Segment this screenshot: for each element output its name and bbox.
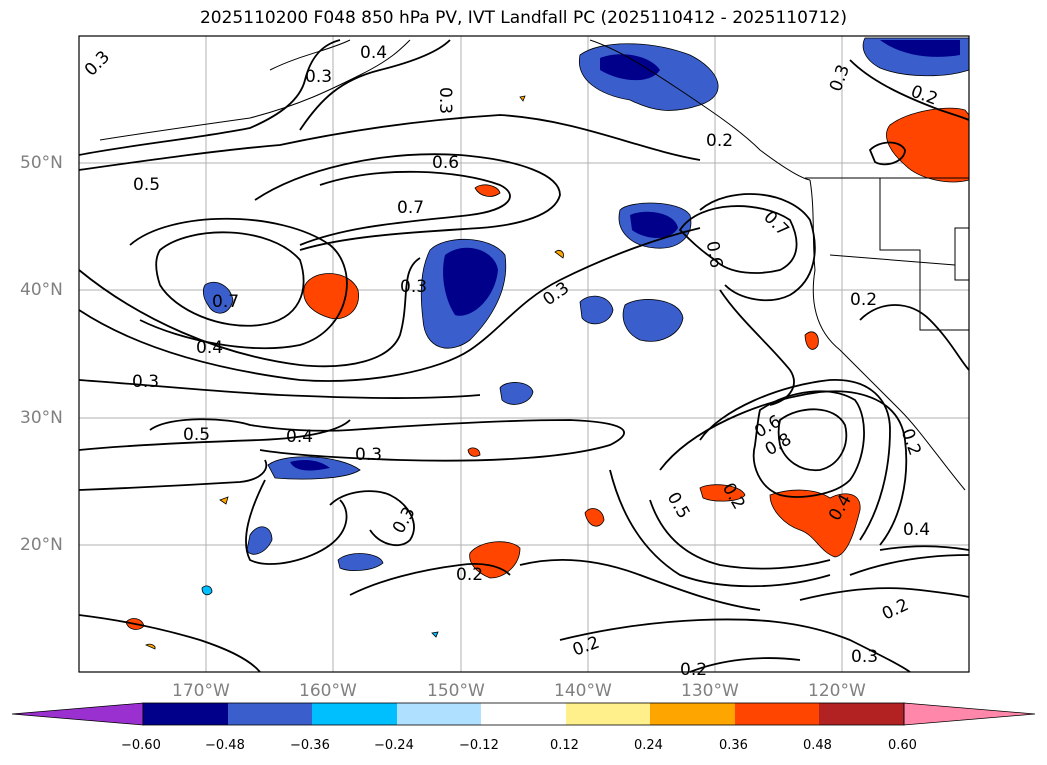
positive-anomaly-regions [125,95,970,650]
colorbar-tick: 0.48 [803,738,832,753]
colorbar-segment [143,703,228,725]
colorbar-extend-left [11,702,144,726]
pv-contours [78,39,970,673]
colorbar-segment [819,703,904,725]
blob-west-edge-2 [145,643,156,650]
blob-orange-small-1 [474,184,501,197]
blob-tiny-o1 [219,496,229,505]
colorbar-tick: 0.36 [719,738,748,753]
colorbar-segment [650,703,735,725]
blob-sw-b [337,553,384,571]
colorbar-tick: 0.60 [888,738,917,753]
blob-west-orange [303,273,359,320]
contour-label: 0.3 [132,372,159,392]
contour-label: 0.4 [196,338,223,358]
lon-label-170w: 170°W [172,681,230,701]
blob-tiny-1 [201,585,213,596]
blob-pnw [886,107,970,183]
colorbar-tick: −0.60 [121,738,161,753]
contour-label: 0.7 [212,292,239,312]
lat-label-20n: 20°N [20,535,63,555]
blob-south-c [467,447,481,457]
colorbar-tick: 0.24 [634,738,663,753]
coastlines [99,39,970,491]
blob-subtrop-mid [699,484,746,502]
map-background [79,36,969,672]
contour-label: 0.4 [903,520,930,540]
lon-label-130w: 130°W [681,681,739,701]
contour-label: 0.5 [133,175,160,195]
blob-tiny-2 [431,631,439,638]
colorbar-extend-right [903,702,1036,726]
contour-label: 0.2 [706,131,733,151]
blob-mid-b [622,299,684,342]
blob-mid-c [499,382,534,405]
colorbar-tick: 0.12 [550,738,579,753]
contour-label: 0.7 [397,198,424,218]
negative-anomaly-regions [201,37,970,638]
blob-tiny-o2 [519,95,526,102]
blob-west-40n [202,281,234,314]
blob-orange-small-2 [554,250,564,259]
contour-label: 0.2 [680,660,707,680]
blob-south-b [584,508,605,527]
colorbar-tick: −0.36 [290,738,330,753]
contour-label: 0.6 [432,153,459,173]
colorbar-segment [397,703,481,725]
lat-label-30n: 30°N [20,408,63,428]
contour-label: 0.3 [851,647,878,667]
blob-sw-small [246,526,273,555]
lon-label-140w: 140°W [554,681,612,701]
lon-label-150w: 150°W [427,681,485,701]
contour-label: 0.6 [702,240,726,270]
contour-label: 0.2 [456,565,483,585]
contour-label: 0.4 [286,427,313,447]
contour-label: 0.3 [435,87,455,114]
lon-label-120w: 120°W [808,681,866,701]
blob-mid-a [579,295,614,325]
contour-label: 0.2 [850,290,877,310]
colorbar-segment [735,703,819,725]
map-frame [78,35,970,673]
contour-label: 0.3 [400,277,427,297]
contour-label: 0.3 [355,445,382,465]
colorbar-tick: −0.12 [459,738,499,753]
colorbar [11,702,1036,726]
contour-label: 0.5 [183,425,210,445]
blob-south-a [469,541,521,579]
contour-label: 0.4 [360,43,387,63]
lat-label-40n: 40°N [20,280,63,300]
colorbar-segment [228,703,312,725]
map-title: 2025110200 F048 850 hPa PV, IVT Landfall… [199,8,847,28]
colorbar-tick: −0.48 [205,738,245,753]
colorbar-segment [481,703,566,725]
colorbar-tick: −0.24 [374,738,414,753]
lat-label-50n: 50°N [20,153,63,173]
colorbar-segment [312,703,397,725]
blob-california [804,331,819,350]
colorbar-segment [566,703,650,725]
contour-label: 0.3 [305,67,332,87]
lon-label-160w: 160°W [299,681,357,701]
